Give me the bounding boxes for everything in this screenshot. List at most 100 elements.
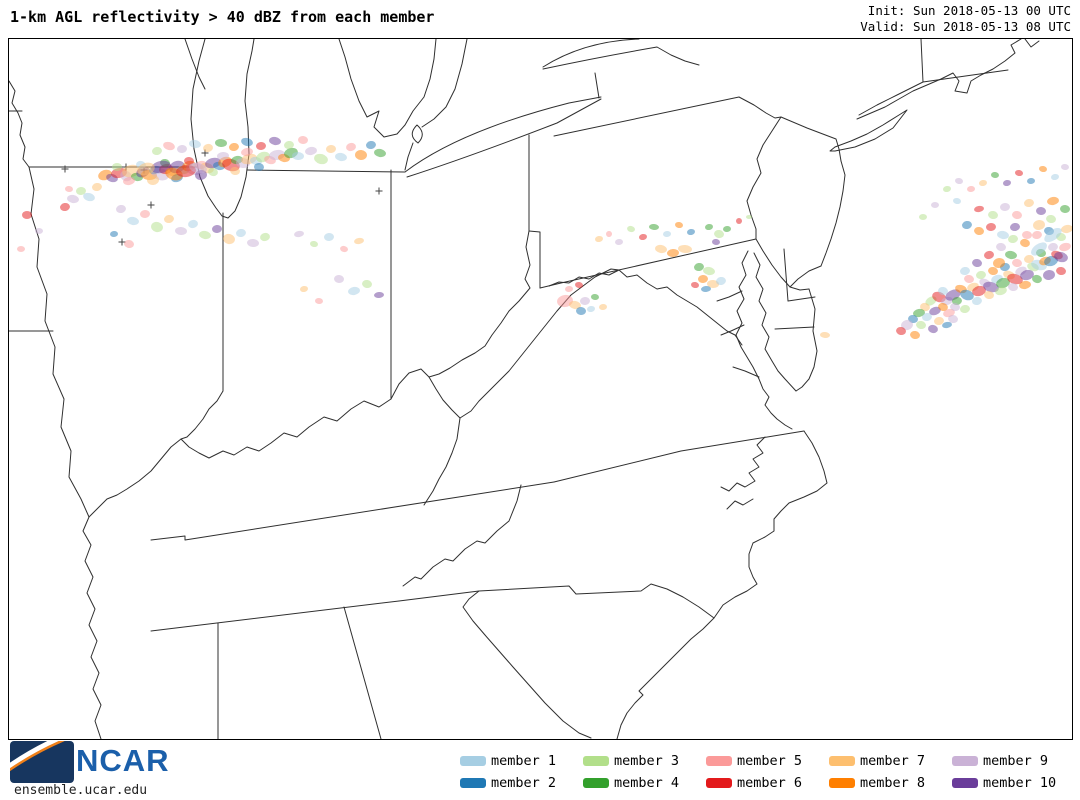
reflectivity-object-member-2 — [1027, 177, 1035, 185]
reflectivity-object-member-3 — [260, 232, 270, 242]
reflectivity-object-member-9 — [334, 274, 344, 284]
reflectivity-object-member-7 — [230, 166, 240, 176]
reflectivity-object-member-7 — [678, 244, 692, 254]
reflectivity-object-member-5 — [65, 185, 73, 193]
va-ky-border — [423, 417, 461, 506]
reflectivity-object-member-10 — [928, 324, 938, 334]
reflectivity-object-member-6 — [1015, 169, 1023, 177]
legend-item-member-10: member 10 — [952, 772, 1075, 794]
reflectivity-object-member-9 — [1008, 282, 1018, 292]
reflectivity-object-member-5 — [967, 185, 975, 193]
reflectivity-object-member-10 — [374, 291, 384, 299]
legend-item-member-7: member 7 — [829, 750, 952, 772]
reflectivity-object-member-9 — [189, 162, 207, 174]
legend-label-member-9: member 9 — [983, 753, 1049, 769]
reflectivity-object-member-10 — [212, 224, 222, 234]
new-england-coast — [856, 39, 1040, 120]
reflectivity-object-member-7 — [147, 174, 159, 186]
reflectivity-object-member-5 — [163, 141, 175, 151]
reflectivity-object-member-1 — [83, 192, 95, 202]
nj-coast — [820, 160, 846, 267]
reflectivity-object-member-3 — [362, 279, 372, 289]
reflectivity-object-member-4 — [991, 171, 999, 179]
reflectivity-object-member-6 — [691, 281, 699, 289]
legend-swatch-member-2 — [460, 778, 486, 788]
reflectivity-object-member-9 — [931, 202, 939, 208]
reflectivity-object-member-4 — [1005, 250, 1017, 260]
reflectivity-object-member-5 — [606, 231, 612, 237]
reflectivity-object-member-10 — [929, 306, 941, 316]
map-svg — [9, 39, 1072, 739]
legend-swatch-member-8 — [829, 778, 855, 788]
reflectivity-object-member-6 — [575, 281, 583, 289]
reflectivity-object-member-7 — [820, 331, 830, 339]
reflectivity-object-member-3 — [208, 167, 218, 177]
reflectivity-object-member-9 — [615, 238, 623, 246]
legend-swatch-member-9 — [952, 756, 978, 766]
legend-item-member-1: member 1 — [460, 750, 583, 772]
reflectivity-object-member-7 — [1024, 198, 1034, 208]
reflectivity-object-member-7 — [1061, 224, 1072, 234]
reflectivity-object-member-2 — [701, 285, 711, 293]
reflectivity-object-member-1 — [938, 286, 948, 296]
reflectivity-object-member-6 — [1007, 273, 1023, 285]
reflectivity-object-member-7 — [300, 285, 308, 293]
reflectivity-object-member-7 — [354, 237, 364, 245]
lake-ontario — [542, 39, 700, 70]
reflectivity-object-member-7 — [984, 290, 994, 300]
delaware-bay — [755, 238, 822, 291]
ny-nj-border-hudson — [780, 116, 842, 162]
reflectivity-object-member-8 — [938, 302, 948, 312]
reflectivity-object-member-10 — [983, 281, 999, 293]
tn-south-border — [150, 600, 400, 632]
reflectivity-object-member-6 — [974, 205, 984, 213]
legend-swatch-member-6 — [706, 778, 732, 788]
reflectivity-object-member-1 — [292, 151, 304, 161]
va-wv-border — [459, 268, 620, 419]
reflectivity-object-member-4 — [374, 148, 386, 158]
legend-label-member-2: member 2 — [491, 775, 557, 791]
reflectivity-object-member-9 — [1000, 202, 1010, 212]
legend-item-member-6: member 6 — [706, 772, 829, 794]
reflectivity-object-member-7 — [655, 244, 667, 254]
reflectivity-object-member-5 — [124, 239, 134, 249]
reflectivity-object-member-1 — [1031, 242, 1047, 256]
reflectivity-object-member-3 — [919, 214, 927, 220]
city-marker-icon — [375, 187, 383, 195]
reflectivity-object-member-3 — [714, 229, 724, 239]
reflectivity-object-member-3 — [152, 146, 162, 156]
reflectivity-object-member-8 — [988, 266, 998, 276]
reflectivity-object-member-1 — [324, 232, 334, 242]
reflectivity-object-member-4 — [723, 225, 731, 233]
lake-michigan — [190, 39, 255, 219]
reflectivity-object-member-1 — [189, 139, 201, 149]
reflectivity-object-member-7 — [979, 179, 987, 187]
reflectivity-object-member-6 — [184, 156, 194, 166]
reflectivity-object-member-7 — [137, 162, 155, 176]
reflectivity-object-member-3 — [1046, 214, 1056, 224]
reflectivity-object-member-9 — [177, 144, 187, 154]
city-marker-icon — [147, 201, 155, 209]
reflectivity-object-member-4 — [913, 308, 925, 318]
lake-huron-on-shore — [421, 39, 468, 128]
reflectivity-object-member-9 — [116, 204, 126, 214]
legend-item-member-9: member 9 — [952, 750, 1075, 772]
reflectivity-object-member-3 — [960, 304, 970, 314]
reflectivity-object-member-5 — [17, 246, 25, 252]
va-coast — [758, 378, 793, 430]
reflectivity-object-member-5 — [1022, 230, 1032, 240]
reflectivity-objects-mid-atlantic — [557, 215, 830, 339]
city-marker-icon — [61, 165, 69, 173]
reflectivity-objects-midwest — [17, 135, 386, 305]
delmarva-atlantic-shore — [795, 288, 818, 392]
reflectivity-object-member-8 — [1019, 280, 1031, 290]
reflectivity-object-member-2 — [576, 306, 586, 316]
reflectivity-object-member-3 — [703, 266, 715, 276]
reflectivity-object-member-6 — [60, 202, 70, 212]
reflectivity-object-member-1 — [972, 296, 982, 306]
reflectivity-object-member-7 — [223, 233, 235, 245]
reflectivity-object-member-6 — [22, 211, 32, 219]
va-tidewater-rivers — [716, 290, 760, 378]
ohio-river-lower — [88, 368, 430, 518]
nc-sc-border — [478, 583, 715, 619]
